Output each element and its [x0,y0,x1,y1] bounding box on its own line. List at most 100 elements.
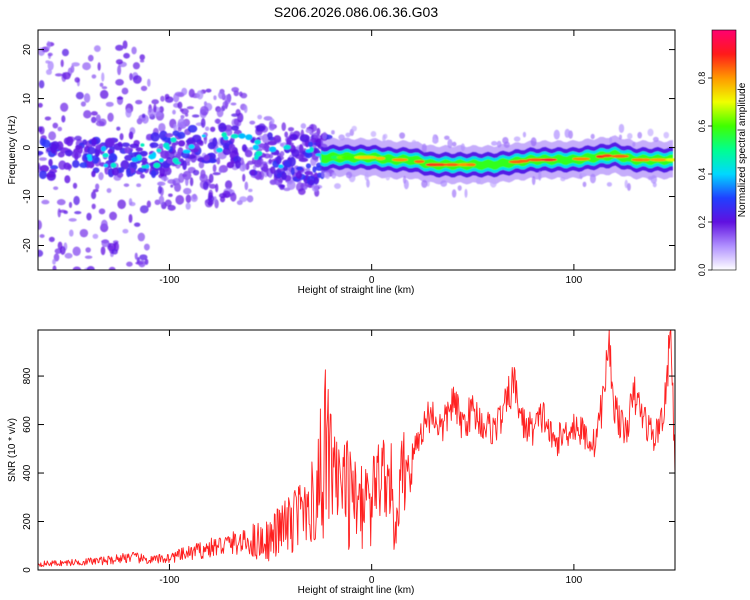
spectrogram-ridge-blob [111,167,119,176]
spectrogram-noise-blob [174,91,184,97]
spectrogram-bright-spot [253,156,259,160]
colorbar-ticks: 0.0 0.2 0.4 0.6 0.8 [697,72,712,276]
spectrogram-noise-blob [146,200,151,208]
spectrogram-noise-blob [116,96,124,100]
spectrogram-noise-blob [268,123,276,131]
spectrogram-side-blob [538,170,542,181]
spectrogram-noise-blob [246,195,254,203]
spectrogram-noise-blob [47,52,53,57]
colorbar: 0.0 0.2 0.4 0.6 0.8 Normalized spectral ampl… [697,29,748,276]
spectrogram-noise-blob [132,62,140,70]
spectrogram-noise-blob [141,113,146,119]
spectrogram-ridge-blob [149,142,159,148]
spectrogram-noise-blob [97,62,101,71]
spectrogram-ridge-blob [46,173,56,178]
spectrogram-ridge-blob [49,165,59,170]
spectrogram-side-blob [334,183,341,190]
spectrogram-noise-blob [139,173,145,179]
spectrogram-ridge-blob [63,162,71,170]
spectrogram-bright-spot [140,143,145,147]
colorbar-tick-label: 0.4 [697,168,707,181]
spectrogram-ridge-blob [273,135,282,143]
spectrogram-noise-blob [38,80,45,89]
spectrogram-noise-blob [115,59,123,65]
spectrogram-ridge-blob [137,167,147,173]
spectrogram-noise-blob [59,246,66,255]
spectrogram-side-blob [627,132,633,140]
snr-y-tick-label: 400 [22,464,33,481]
spectrogram-noise-blob [177,101,183,109]
spectrogram-bright-spot [148,154,156,160]
spectrogram-ridge-blob [290,167,295,176]
spectrogram-noise-blob [99,82,104,87]
spectrogram-noise-blob [202,181,209,191]
spectrogram-side-blob [385,172,391,181]
spectrogram-y-axis-label: Frequency (Hz) [7,116,18,185]
spectrogram-bright-spot [131,157,139,163]
spectrogram-bright-spot [182,149,191,154]
spectrogram-noise-blob [72,266,82,270]
spectrogram-noise-blob [177,118,186,129]
spectrogram-ridge-blob [235,160,241,169]
spectrogram-ridge-core [341,155,355,159]
spectrogram-side-blob [560,176,566,182]
spectrogram-noise-blob [191,114,200,118]
spectrogram-noise-blob [57,126,63,132]
spectrogram-noise-blob [300,123,307,129]
spectrogram-side-blob [632,142,636,147]
spectrogram-side-blob [440,180,448,187]
spectrogram-ridge-blob [159,167,165,177]
spectrogram-noise-blob [122,40,128,50]
spectrogram-noise-blob [74,135,82,141]
spectrogram-bright-spot [165,145,170,151]
spectrogram-ridge-blob [317,172,322,178]
spectrogram-x-axis-label: Height of straight line (km) [298,285,415,296]
spectrogram-noise-blob [101,72,105,82]
spectrogram-ridge-blob [120,160,130,170]
spectrogram-noise-blob [54,73,63,77]
spectrogram-ridge-blob [50,144,57,154]
spectrogram-ridge-blob [275,155,282,165]
spectrogram-noise-blob [164,199,172,207]
spectrogram-bright-spot [245,134,253,141]
spectrogram-noise-blob [213,95,217,101]
spectrogram-noise-blob [79,228,89,238]
spectrogram-side-blob [432,138,439,144]
spectrogram-bright-spot [255,150,263,157]
spectrogram-noise-blob [48,131,57,141]
spectrogram-noise-blob [183,187,192,195]
spectrogram-bright-spot [268,146,277,153]
spectrogram-ridge-blob [210,126,216,132]
snr-panel: -100 0 100 0 200 400 600 800 Height of straight… [7,329,676,596]
spectrogram-noise-blob [39,126,45,135]
spectrogram-side-blob [618,123,625,134]
spectrogram-side-blob [637,131,643,139]
spectrogram-ridge-blob [91,170,96,178]
spectrogram-ridge-blob [165,133,174,138]
spectrogram-side-blob [464,188,468,198]
spectrogram-ridge-blob [308,179,314,186]
spectrogram-noise-blob [92,233,99,239]
spectrogram-noise-blob [284,131,289,138]
spectrogram-noise-blob [38,157,47,161]
spectrogram-noise-blob [172,109,176,115]
spectrogram-noise-blob [218,167,223,174]
spectrogram-frame [37,29,676,271]
spectrogram-noise-blob [72,182,78,189]
spectrogram-ridge-core [375,156,386,161]
spectrogram-noise-blob [58,209,67,213]
spectrogram-noise-blob [311,183,319,192]
spectrogram-side-blob [531,176,536,186]
spectrogram-noise-blob [95,183,100,190]
spectrogram-noise-blob [216,157,221,165]
spectrogram-ridge-blob [218,122,227,133]
spectrogram-noise-blob [222,101,229,109]
spectrogram-noise-blob [75,91,84,100]
spectrogram-noise-blob [303,186,308,190]
spectrogram-ridge-blob [307,141,314,148]
spectrogram-ridge-core [516,159,530,163]
spectrogram-noise-blob [44,116,52,121]
spectrogram-noise-blob [91,203,96,210]
spectrogram-noise-blob [106,188,112,193]
spectrogram-ridge-blob [87,146,96,155]
